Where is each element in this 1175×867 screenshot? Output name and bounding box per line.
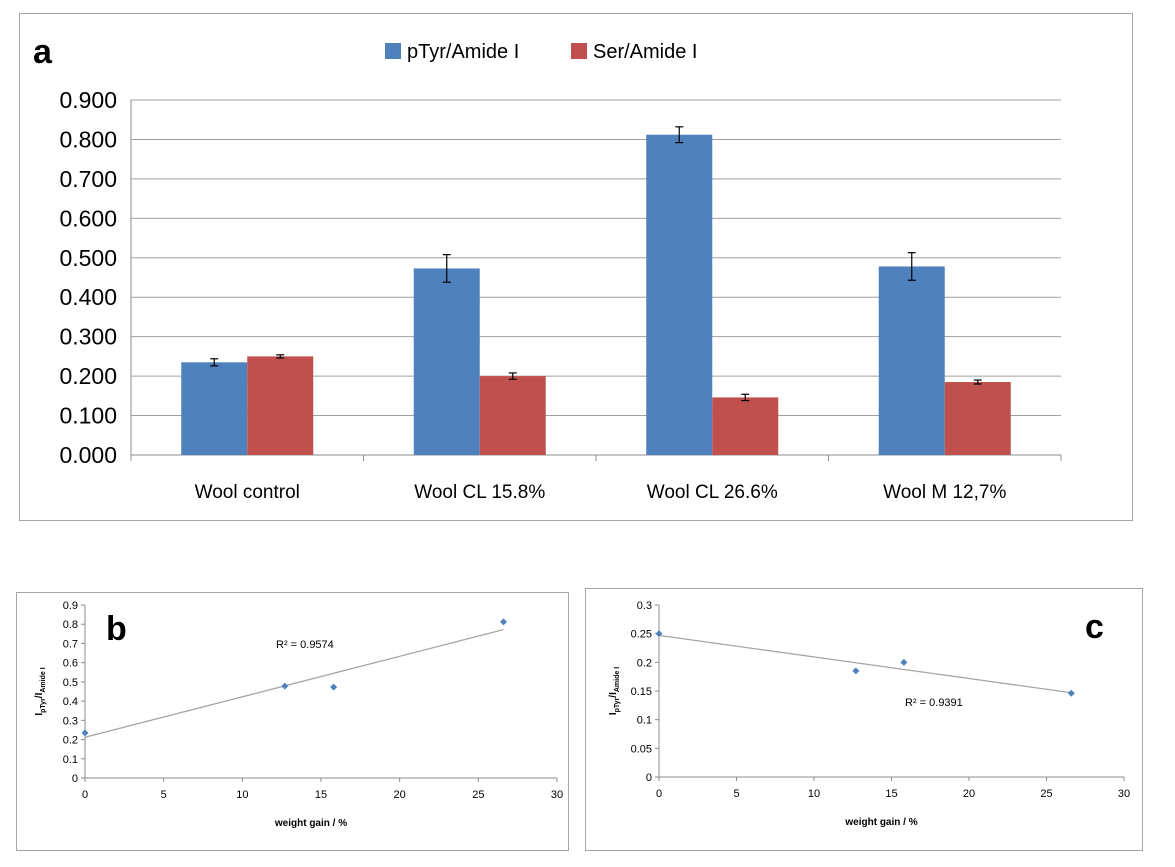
panel-b-xtick-label: 15 <box>315 789 327 801</box>
a-category-label: Wool CL 26.6% <box>647 482 778 503</box>
panel-c-ytick-label: 0.15 <box>631 686 652 698</box>
a-bar <box>646 134 713 455</box>
a-ytick-label: 0.800 <box>59 126 117 152</box>
panel-b-ytick-label: 0.1 <box>63 754 78 766</box>
a-ytick-label: 0.500 <box>59 245 117 271</box>
panel-c-xtick-label: 15 <box>885 788 897 800</box>
panel-c-xtick-label: 30 <box>1118 788 1130 800</box>
panel-b-plot: 0 0.1 0.2 0.3 0.4 0.5 0.6 0.7 0.8 0.9 0 5 10 15 20 25 30… <box>34 600 563 829</box>
panel-b-ytick-label: 0.2 <box>63 735 78 747</box>
panel-b-ylabel: IpTyr/IAmide I <box>34 667 47 715</box>
panel-b-xtick-label: 0 <box>82 789 88 801</box>
panel-c-xlabel: weight gain / % <box>844 817 917 828</box>
panel-b-frame <box>16 592 569 851</box>
a-ytick-label: 0.000 <box>59 442 117 468</box>
panel-b-ytick-label: 0.9 <box>63 600 78 612</box>
panel-b-ytick-label: 0.3 <box>63 715 78 727</box>
a-legend-label: Ser/Amide I <box>593 41 697 63</box>
panel-c-xtick-label: 20 <box>963 788 975 800</box>
a-legend-swatch <box>385 43 401 59</box>
panel-b-ytick-label: 0.4 <box>63 696 78 708</box>
panel-b-ytick-label: 0.7 <box>63 638 78 650</box>
panel-c-data-point <box>852 667 860 675</box>
panel-b-data-point <box>81 729 89 737</box>
panel-c-ytick-label: 0.05 <box>631 743 652 755</box>
panel-c-ytick-label: 0.1 <box>637 715 652 727</box>
a-ytick-label: 0.600 <box>59 205 117 231</box>
panel-c-xtick-label: 25 <box>1040 788 1052 800</box>
panel-b-label: b <box>106 610 127 648</box>
a-ytick-label: 0.100 <box>59 403 117 429</box>
panel-c-label: c <box>1085 608 1104 646</box>
panel-c-ytick-label: 0 <box>646 772 652 784</box>
a-ytick-label: 0.900 <box>59 87 117 113</box>
panel-c-ytick-label: 0.25 <box>631 629 652 641</box>
panel-c-data-point <box>655 630 663 638</box>
a-bar <box>479 376 546 455</box>
panel-b-ytick-label: 0.6 <box>63 658 78 670</box>
a-category-label: Wool control <box>195 482 300 503</box>
panel-a-label: a <box>33 33 53 71</box>
panel-c-xtick-label: 0 <box>656 788 662 800</box>
c-r2-label: R² = 0.9391 <box>905 697 963 709</box>
panel-c-ytick-label: 0.2 <box>637 657 652 669</box>
a-category-label: Wool M 12,7% <box>883 482 1006 503</box>
panel-c-plot: 0 0.05 0.1 0.15 0.2 0.25 0.3 0 5 10 15 20 25 30 weight… <box>608 600 1130 828</box>
a-bar <box>247 356 314 455</box>
a-ytick-label: 0.400 <box>59 284 117 310</box>
a-legend-label: pTyr/Amide I <box>407 41 519 63</box>
b-r2-label: R² = 0.9574 <box>276 639 334 651</box>
panel-b-xtick-label: 30 <box>551 789 563 801</box>
panel-b-xtick-label: 5 <box>161 789 167 801</box>
a-bar <box>181 362 248 455</box>
panel-c-xtick-label: 10 <box>808 788 820 800</box>
panel-c-data-point <box>900 658 908 666</box>
panel-b-ytick-label: 0.5 <box>63 677 78 689</box>
a-ytick-label: 0.300 <box>59 324 117 350</box>
a-bar <box>878 266 945 455</box>
panel-a-plot: 0.000 0.100 0.200 0.300 0.400 0.500 0.600 0.700… <box>59 41 1062 503</box>
panel-b-xtick-label: 10 <box>236 789 248 801</box>
panel-b-data-point <box>500 618 508 626</box>
a-bar <box>712 397 779 455</box>
panel-b-data-point <box>281 682 289 690</box>
panel-b-data-point <box>330 683 338 691</box>
panel-c-ytick-label: 0.3 <box>637 600 652 612</box>
panel-c-ylabel: IpTyr/IAmide I <box>608 667 621 715</box>
panel-b-ytick-label: 0 <box>72 773 78 785</box>
a-bar <box>944 382 1011 455</box>
panel-c-xtick-label: 5 <box>733 788 739 800</box>
panel-c-data-point <box>1067 689 1075 697</box>
a-bar <box>413 268 480 455</box>
a-ytick-label: 0.200 <box>59 363 117 389</box>
panel-b-ytick-label: 0.8 <box>63 619 78 631</box>
panel-b-xtick-label: 25 <box>472 789 484 801</box>
panel-b-xlabel: weight gain / % <box>274 818 347 829</box>
a-ytick-label: 0.700 <box>59 166 117 192</box>
panel-c-trendline <box>658 634 1072 694</box>
panel-b-trendline <box>84 628 504 738</box>
panel-c-frame <box>585 588 1143 851</box>
panel-b-xtick-label: 20 <box>394 789 406 801</box>
a-legend-swatch <box>571 43 587 59</box>
a-category-label: Wool CL 15.8% <box>414 482 545 503</box>
